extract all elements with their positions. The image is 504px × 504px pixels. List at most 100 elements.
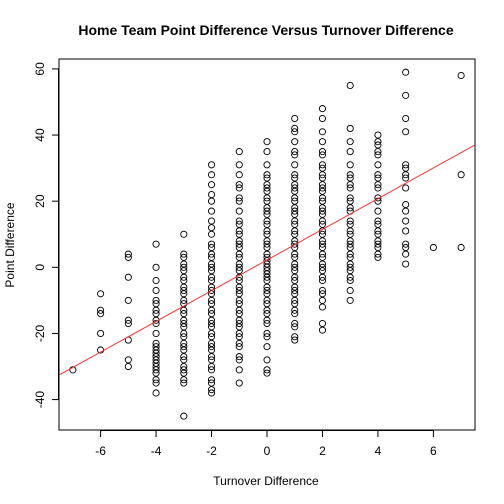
y-axis-label: Point Difference xyxy=(3,202,17,287)
data-point xyxy=(263,217,271,225)
data-point xyxy=(318,319,327,328)
data-point xyxy=(152,286,160,295)
data-point xyxy=(457,71,465,80)
data-point xyxy=(124,362,132,371)
data-point xyxy=(374,131,382,139)
data-point xyxy=(374,217,382,225)
data-point xyxy=(97,329,105,337)
data-point xyxy=(402,174,410,182)
data-point xyxy=(235,263,243,271)
data-point xyxy=(346,204,354,212)
data-point xyxy=(318,207,327,215)
x-tick-label: -2 xyxy=(206,444,217,458)
data-point xyxy=(207,353,216,361)
y-tick-label: 60 xyxy=(33,62,47,76)
data-point xyxy=(291,128,299,136)
data-point xyxy=(263,184,271,192)
data-point xyxy=(291,161,299,169)
x-tick-label: -6 xyxy=(95,444,106,458)
data-point xyxy=(235,197,243,205)
data-point xyxy=(235,240,243,248)
data-point xyxy=(402,114,410,123)
data-point xyxy=(180,329,188,337)
data-point xyxy=(402,217,410,225)
data-point xyxy=(374,240,382,248)
data-point xyxy=(207,191,216,199)
data-point xyxy=(374,184,382,192)
data-point xyxy=(180,286,188,295)
data-point xyxy=(318,326,327,334)
data-point xyxy=(235,148,243,156)
data-point xyxy=(318,114,327,123)
data-point xyxy=(346,184,354,192)
data-point xyxy=(235,250,243,258)
data-point xyxy=(235,356,243,364)
data-point xyxy=(346,161,354,169)
data-point xyxy=(207,319,216,328)
data-point xyxy=(291,184,299,192)
data-point xyxy=(318,105,327,113)
data-point xyxy=(152,329,160,337)
data-point xyxy=(235,194,243,202)
data-point xyxy=(346,171,354,179)
data-point xyxy=(263,333,271,341)
x-tick-label: 4 xyxy=(375,444,382,458)
data-point xyxy=(152,389,160,397)
data-point xyxy=(402,250,410,258)
data-point xyxy=(235,319,243,328)
data-point xyxy=(263,171,271,179)
data-point xyxy=(180,343,188,351)
data-point xyxy=(374,197,382,205)
data-point xyxy=(207,230,216,238)
data-point xyxy=(346,217,354,225)
data-point xyxy=(263,319,271,328)
data-point xyxy=(374,151,382,159)
data-point xyxy=(402,207,410,215)
data-point xyxy=(291,310,299,318)
data-point xyxy=(207,207,216,215)
data-point xyxy=(180,366,188,374)
data-point xyxy=(318,217,327,225)
data-point xyxy=(291,319,299,328)
data-point xyxy=(235,181,243,189)
data-point xyxy=(291,207,299,215)
data-point xyxy=(207,263,216,271)
data-point xyxy=(124,356,132,364)
data-point xyxy=(235,296,243,304)
data-point xyxy=(346,250,354,258)
x-axis-label: Turnover Difference xyxy=(213,474,319,488)
data-point xyxy=(235,227,243,235)
data-point xyxy=(69,366,77,374)
data-point xyxy=(235,184,243,192)
data-point xyxy=(263,306,271,314)
data-point xyxy=(97,310,105,318)
data-point xyxy=(235,161,243,169)
data-point xyxy=(263,286,271,295)
data-point xyxy=(291,333,299,341)
data-point xyxy=(457,171,465,179)
data-point xyxy=(207,362,216,371)
data-point xyxy=(263,138,271,146)
data-point xyxy=(374,207,382,215)
data-point xyxy=(180,263,188,271)
data-point xyxy=(291,227,299,235)
data-point xyxy=(124,316,132,324)
data-point xyxy=(235,207,243,215)
data-point xyxy=(207,171,216,179)
data-point xyxy=(402,171,410,179)
data-point xyxy=(318,273,327,281)
data-point xyxy=(402,128,410,136)
data-point xyxy=(402,227,410,235)
data-point xyxy=(263,161,271,169)
data-point xyxy=(346,263,354,271)
data-point xyxy=(152,240,160,248)
data-point xyxy=(346,240,354,248)
data-point xyxy=(291,114,299,123)
data-point xyxy=(263,316,271,324)
data-point xyxy=(263,329,271,337)
data-point xyxy=(346,124,354,132)
x-axis: -6 -4 -2 0 2 4 6 xyxy=(95,430,437,458)
data-point xyxy=(402,91,410,99)
data-point xyxy=(152,306,160,314)
y-tick-label: 20 xyxy=(33,194,47,208)
